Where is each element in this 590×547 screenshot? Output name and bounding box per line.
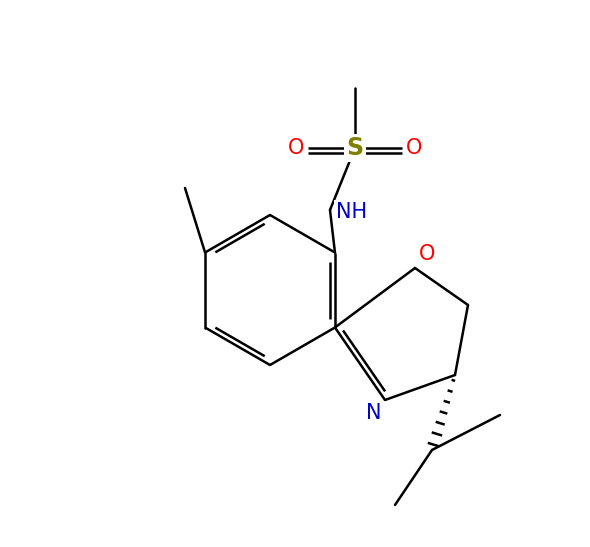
Text: NH: NH (336, 202, 367, 222)
Text: O: O (419, 244, 435, 264)
Text: O: O (288, 138, 304, 158)
Text: O: O (406, 138, 422, 158)
Text: N: N (365, 403, 381, 423)
Text: S: S (346, 136, 363, 160)
